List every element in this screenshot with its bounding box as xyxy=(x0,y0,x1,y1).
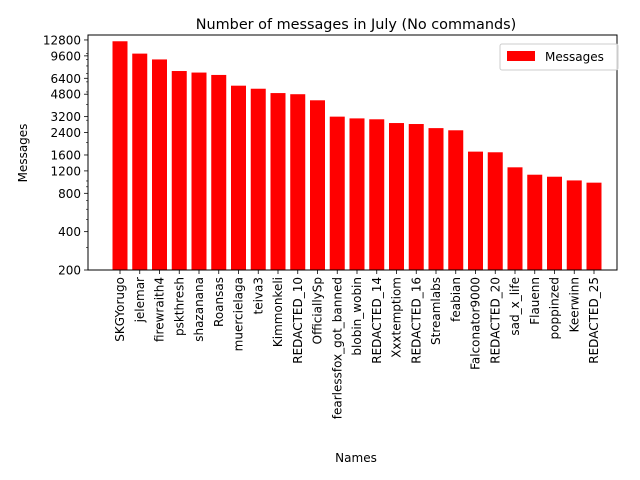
bar-REDACTED_25 xyxy=(586,182,602,270)
y-tick-label: 200 xyxy=(58,264,81,278)
x-tick-label: Xxxtemptiom xyxy=(390,277,404,358)
x-axis-ticks: SKGYorugo jelemar firewraith4 pskthresh shaz… xyxy=(113,270,601,419)
x-tick-label: Flauenn xyxy=(528,277,542,325)
x-tick-label: REDACTED_25 xyxy=(587,277,601,364)
x-tick-label: SKGYorugo xyxy=(113,277,127,342)
bar-teiva3 xyxy=(250,88,266,270)
bar-shazanana xyxy=(191,72,207,270)
bar-poppinzed xyxy=(547,176,562,270)
bar-Roansas xyxy=(211,74,227,270)
x-tick-label: Streamlabs xyxy=(429,277,443,345)
x-tick-label: REDACTED_14 xyxy=(370,277,384,364)
x-tick-label: teiva3 xyxy=(251,277,265,315)
x-tick-label: OfficiallySp xyxy=(311,277,325,344)
x-axis-label: Names xyxy=(335,451,377,465)
bar-Streamlabs xyxy=(428,128,444,270)
bar-Kimmonkeli xyxy=(270,93,286,270)
x-tick-label: shazanana xyxy=(192,277,206,342)
x-tick-label: muercielaga xyxy=(232,277,246,351)
chart-title: Number of messages in July (No commands) xyxy=(196,17,516,33)
y-tick-label: 400 xyxy=(58,225,81,239)
y-tick-label: 1200 xyxy=(50,164,81,178)
x-tick-label: jelemar xyxy=(133,277,147,323)
bar-muercielaga xyxy=(231,85,246,271)
x-tick-label: Roansas xyxy=(212,277,226,327)
bar-Xxxtemptiom xyxy=(389,123,404,270)
y-tick-label: 4800 xyxy=(50,88,81,102)
bar-feabian xyxy=(448,130,464,270)
bar-Keerwinn xyxy=(566,180,582,270)
bar-REDACTED_20 xyxy=(487,152,503,270)
x-tick-label: Kimmonkeli xyxy=(271,277,285,347)
bar-Falconator9000 xyxy=(468,151,483,270)
x-tick-label: blobin_wobin xyxy=(350,277,364,356)
bar-OfficiallySp xyxy=(310,100,325,270)
bar-Flauenn xyxy=(527,174,543,270)
bar-firewraith4 xyxy=(152,59,167,270)
x-tick-label: pskthresh xyxy=(172,277,186,336)
y-tick-label: 12800 xyxy=(43,33,81,47)
bar-fearlessfox_got_banned xyxy=(329,116,345,270)
bar-REDACTED_16 xyxy=(408,124,424,271)
y-tick-label: 1600 xyxy=(50,148,81,162)
x-tick-label: feabian xyxy=(449,277,463,322)
y-tick-label: 800 xyxy=(58,187,81,201)
bar-sad_x_life xyxy=(507,167,523,270)
bar-SKGYorugo xyxy=(112,41,128,270)
legend: Messages xyxy=(499,43,619,71)
y-tick-label: 9600 xyxy=(50,49,81,63)
y-tick-label: 3200 xyxy=(50,110,81,124)
x-tick-label: REDACTED_20 xyxy=(488,277,502,364)
bar-blobin_wobin xyxy=(349,118,365,270)
legend-label: Messages xyxy=(545,50,604,64)
y-axis-ticks: 200 400 800 1200 1600 2400 3200 4800 6400 9600 128… xyxy=(43,33,88,278)
y-tick-label: 6400 xyxy=(50,72,81,86)
x-tick-label: sad_x_life xyxy=(508,277,522,336)
bar-REDACTED_14 xyxy=(369,119,385,270)
bar-REDACTED_10 xyxy=(290,94,306,271)
y-axis-label: Messages xyxy=(16,124,30,183)
y-tick-label: 2400 xyxy=(50,126,81,140)
x-tick-label: fearlessfox_got_banned xyxy=(330,277,344,419)
legend-box xyxy=(499,43,619,71)
bar-jelemar xyxy=(132,53,148,270)
x-tick-label: firewraith4 xyxy=(153,277,167,342)
plot-frame xyxy=(87,34,618,271)
x-tick-label: Keerwinn xyxy=(567,277,581,332)
bar-pskthresh xyxy=(171,71,187,271)
legend-swatch xyxy=(507,51,535,61)
x-tick-label: poppinzed xyxy=(548,277,562,339)
bars-group xyxy=(112,41,602,271)
x-tick-label: REDACTED_16 xyxy=(409,277,423,364)
x-tick-label: Falconator9000 xyxy=(469,277,483,370)
x-tick-label: REDACTED_10 xyxy=(291,277,305,364)
